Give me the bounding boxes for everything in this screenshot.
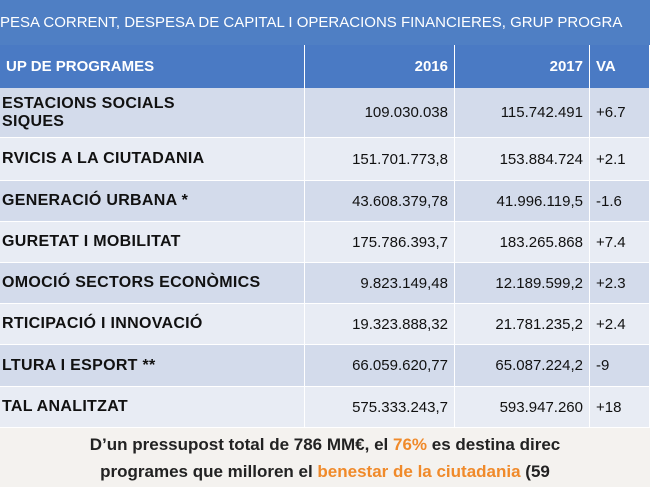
- row-label: RVICIS A LA CIUTADANIA: [0, 138, 305, 180]
- amount-cell: 115.742.491: [455, 88, 590, 137]
- amount-cell: 153.884.724: [455, 138, 590, 180]
- amount-cell: 12.189.599,2: [455, 263, 590, 303]
- change-cell: +7.4: [590, 222, 650, 262]
- header-cell: 2017: [455, 45, 590, 88]
- table-row: RVICIS A LA CIUTADANIA 151.701.773,8 153.8…: [0, 138, 650, 181]
- table-row: LTURA I ESPORT ** 66.059.620,77 65.087.224…: [0, 345, 650, 387]
- change-cell: +6.7: [590, 88, 650, 137]
- table-row: TAL ANALITZAT 575.333.243,7 593.947.260 +18: [0, 387, 650, 428]
- change-cell: +2.3: [590, 263, 650, 303]
- footer: D’un pressupost total de 786 MM€, el 76%…: [0, 428, 650, 487]
- highlight: benestar de la ciutadania: [317, 462, 521, 481]
- amount-cell: 593.947.260: [455, 387, 590, 427]
- text: (59: [520, 462, 550, 481]
- footer-line: programes que milloren el benestar de la…: [0, 458, 650, 485]
- amount-cell: 65.087.224,2: [455, 345, 590, 386]
- change-cell: -9: [590, 345, 650, 386]
- header-cell: UP DE PROGRAMES: [0, 45, 305, 88]
- table-row: GENERACIÓ URBANA * 43.608.379,78 41.996.11…: [0, 181, 650, 222]
- change-cell: -1.6: [590, 181, 650, 221]
- table-row: GURETAT I MOBILITAT 175.786.393,7 183.265.…: [0, 222, 650, 263]
- label-line: SIQUES: [2, 112, 65, 130]
- text: es destina direc: [427, 435, 561, 454]
- row-label: LTURA I ESPORT **: [0, 345, 305, 386]
- row-label: TAL ANALITZAT: [0, 387, 305, 427]
- amount-cell: 151.701.773,8: [305, 138, 455, 180]
- change-cell: +18: [590, 387, 650, 427]
- amount-cell: 109.030.038: [305, 88, 455, 137]
- label-line: RTICIPACIÓ I INNOVACIÓ: [2, 315, 203, 332]
- label-line: RVICIS A LA CIUTADANIA: [2, 150, 205, 167]
- table-row: OMOCIÓ SECTORS ECONÒMICS 9.823.149,48 12.1…: [0, 263, 650, 304]
- table-row: ESTACIONS SOCIALS SIQUES 109.030.038 115.74…: [0, 88, 650, 138]
- change-cell: +2.4: [590, 304, 650, 344]
- amount-cell: 21.781.235,2: [455, 304, 590, 344]
- table-title: PESA CORRENT, DESPESA DE CAPITAL I OPERA…: [0, 0, 650, 45]
- row-label: ESTACIONS SOCIALS SIQUES: [0, 88, 305, 137]
- label-line: LTURA I ESPORT **: [2, 356, 156, 374]
- label-line: TAL ANALITZAT: [2, 398, 128, 415]
- text: D’un pressupost total de 786 MM€, el: [89, 435, 393, 454]
- row-label: OMOCIÓ SECTORS ECONÒMICS: [0, 263, 305, 303]
- footer-line: D’un pressupost total de 786 MM€, el 76%…: [0, 431, 650, 458]
- amount-cell: 9.823.149,48: [305, 263, 455, 303]
- amount-cell: 175.786.393,7: [305, 222, 455, 262]
- highlight: 76%: [392, 435, 428, 454]
- row-label: GURETAT I MOBILITAT: [0, 222, 305, 262]
- row-label: RTICIPACIÓ I INNOVACIÓ: [0, 304, 305, 344]
- label-line: GURETAT I MOBILITAT: [2, 233, 181, 250]
- header-cell: VA: [590, 45, 650, 88]
- amount-cell: 41.996.119,5: [455, 181, 590, 221]
- amount-cell: 575.333.243,7: [305, 387, 455, 427]
- header-row: UP DE PROGRAMES 2016 2017 VA: [0, 45, 650, 88]
- amount-cell: 66.059.620,77: [305, 345, 455, 386]
- amount-cell: 43.608.379,78: [305, 181, 455, 221]
- label-line: GENERACIÓ URBANA *: [2, 192, 189, 209]
- row-label: GENERACIÓ URBANA *: [0, 181, 305, 221]
- change-cell: +2.1: [590, 138, 650, 180]
- header-cell: 2016: [305, 45, 455, 88]
- amount-cell: 19.323.888,32: [305, 304, 455, 344]
- label-line: OMOCIÓ SECTORS ECONÒMICS: [2, 274, 261, 291]
- text: programes que milloren el: [100, 462, 318, 481]
- table-row: RTICIPACIÓ I INNOVACIÓ 19.323.888,32 21.78…: [0, 304, 650, 345]
- label-line: ESTACIONS SOCIALS: [2, 94, 175, 112]
- amount-cell: 183.265.868: [455, 222, 590, 262]
